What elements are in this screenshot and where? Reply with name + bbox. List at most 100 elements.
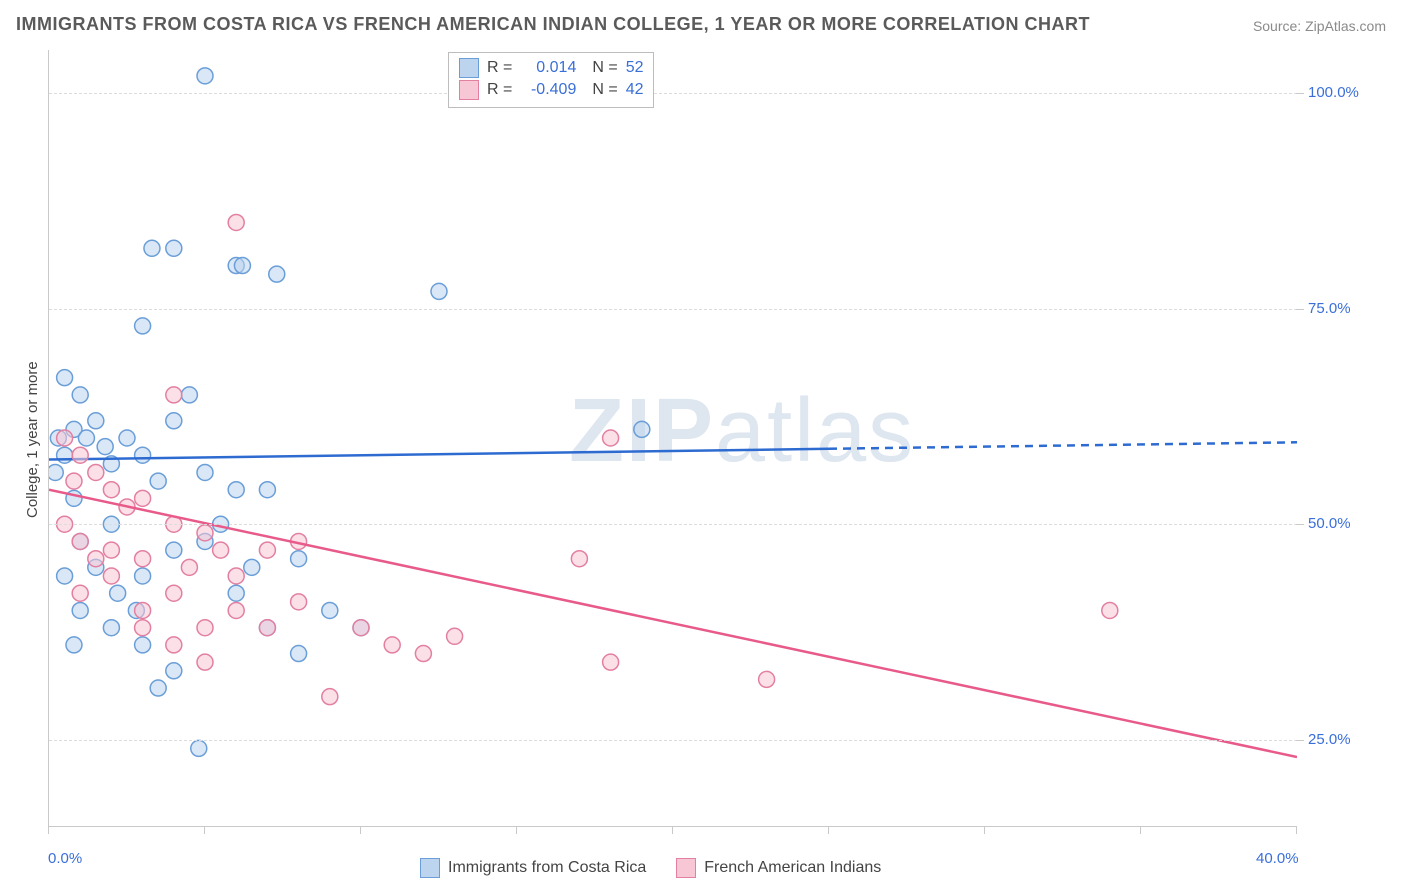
legend-row-costa-rica: R =0.014N =52 <box>459 57 643 79</box>
scatter-point-french-ai <box>228 602 244 618</box>
legend-bottom-label: Immigrants from Costa Rica <box>448 859 646 877</box>
regression-line-dashed-costa-rica <box>829 442 1297 448</box>
scatter-point-costa-rica <box>49 464 63 480</box>
y-tick <box>1296 93 1304 94</box>
scatter-point-costa-rica <box>197 68 213 84</box>
scatter-point-french-ai <box>88 464 104 480</box>
scatter-point-french-ai <box>103 542 119 558</box>
y-tick <box>1296 524 1304 525</box>
scatter-point-costa-rica <box>634 421 650 437</box>
scatter-point-costa-rica <box>119 430 135 446</box>
gridline-h <box>49 93 1297 94</box>
x-tick <box>672 826 673 834</box>
legend-bottom-swatch-costa-rica <box>420 858 440 878</box>
legend-correlation: R =0.014N =52R = -0.409 N = 42 <box>448 52 654 108</box>
scatter-point-french-ai <box>166 637 182 653</box>
chart-title: IMMIGRANTS FROM COSTA RICA VS FRENCH AME… <box>16 14 1090 35</box>
y-tick <box>1296 740 1304 741</box>
x-tick <box>984 826 985 834</box>
scatter-point-french-ai <box>447 628 463 644</box>
legend-r-value: -0.409 <box>520 79 576 101</box>
plot-area: ZIPatlas <box>48 50 1297 827</box>
legend-n-value: 42 <box>626 79 644 101</box>
scatter-point-costa-rica <box>110 585 126 601</box>
scatter-point-french-ai <box>181 559 197 575</box>
scatter-point-costa-rica <box>197 464 213 480</box>
scatter-point-french-ai <box>197 654 213 670</box>
scatter-point-costa-rica <box>322 602 338 618</box>
scatter-point-costa-rica <box>135 637 151 653</box>
x-tick <box>516 826 517 834</box>
scatter-point-french-ai <box>135 551 151 567</box>
x-tick <box>1296 826 1297 834</box>
legend-r-value: 0.014 <box>520 57 576 79</box>
legend-swatch-french-ai <box>459 80 479 100</box>
scatter-point-costa-rica <box>150 680 166 696</box>
scatter-point-french-ai <box>384 637 400 653</box>
scatter-point-costa-rica <box>57 447 73 463</box>
y-tick-label: 100.0% <box>1308 84 1359 101</box>
scatter-point-costa-rica <box>135 447 151 463</box>
scatter-point-costa-rica <box>259 482 275 498</box>
scatter-point-costa-rica <box>57 568 73 584</box>
scatter-point-french-ai <box>135 490 151 506</box>
scatter-point-french-ai <box>759 671 775 687</box>
scatter-point-french-ai <box>197 620 213 636</box>
legend-bottom-swatch-french-ai <box>676 858 696 878</box>
scatter-point-costa-rica <box>166 240 182 256</box>
scatter-point-french-ai <box>415 646 431 662</box>
x-tick <box>48 826 49 834</box>
scatter-point-costa-rica <box>66 637 82 653</box>
scatter-point-french-ai <box>57 430 73 446</box>
gridline-h <box>49 309 1297 310</box>
scatter-point-costa-rica <box>234 258 250 274</box>
legend-n-label: N = <box>592 79 617 101</box>
scatter-point-french-ai <box>259 542 275 558</box>
scatter-point-french-ai <box>135 602 151 618</box>
scatter-point-french-ai <box>353 620 369 636</box>
scatter-point-french-ai <box>603 654 619 670</box>
scatter-point-costa-rica <box>78 430 94 446</box>
legend-r-label: R = <box>487 79 512 101</box>
scatter-point-costa-rica <box>88 413 104 429</box>
scatter-point-french-ai <box>66 473 82 489</box>
x-tick <box>204 826 205 834</box>
scatter-point-costa-rica <box>144 240 160 256</box>
scatter-point-french-ai <box>72 533 88 549</box>
scatter-point-french-ai <box>291 594 307 610</box>
scatter-point-costa-rica <box>135 318 151 334</box>
scatter-point-french-ai <box>1102 602 1118 618</box>
scatter-point-french-ai <box>72 585 88 601</box>
scatter-point-costa-rica <box>166 413 182 429</box>
scatter-point-costa-rica <box>244 559 260 575</box>
legend-row-french-ai: R = -0.409 N = 42 <box>459 79 643 101</box>
scatter-point-french-ai <box>103 482 119 498</box>
scatter-point-costa-rica <box>103 620 119 636</box>
scatter-point-costa-rica <box>166 663 182 679</box>
source-label: Source: ZipAtlas.com <box>1253 18 1386 34</box>
scatter-point-french-ai <box>228 214 244 230</box>
scatter-point-french-ai <box>571 551 587 567</box>
scatter-point-costa-rica <box>135 568 151 584</box>
scatter-point-french-ai <box>259 620 275 636</box>
gridline-h <box>49 524 1297 525</box>
x-tick-label: 40.0% <box>1256 850 1299 867</box>
scatter-point-costa-rica <box>72 387 88 403</box>
y-axis-label: College, 1 year or more <box>24 361 41 518</box>
scatter-point-costa-rica <box>150 473 166 489</box>
scatter-point-costa-rica <box>228 482 244 498</box>
scatter-point-costa-rica <box>228 585 244 601</box>
scatter-point-french-ai <box>197 525 213 541</box>
scatter-point-french-ai <box>603 430 619 446</box>
x-tick <box>1140 826 1141 834</box>
scatter-point-costa-rica <box>57 370 73 386</box>
scatter-point-costa-rica <box>191 740 207 756</box>
y-tick-label: 50.0% <box>1308 515 1351 532</box>
x-tick <box>828 826 829 834</box>
scatter-point-french-ai <box>135 620 151 636</box>
x-tick-label: 0.0% <box>48 850 82 867</box>
legend-bottom-item-french-ai: French American Indians <box>676 858 881 878</box>
chart-svg <box>49 50 1297 826</box>
y-tick <box>1296 309 1304 310</box>
scatter-point-french-ai <box>213 542 229 558</box>
